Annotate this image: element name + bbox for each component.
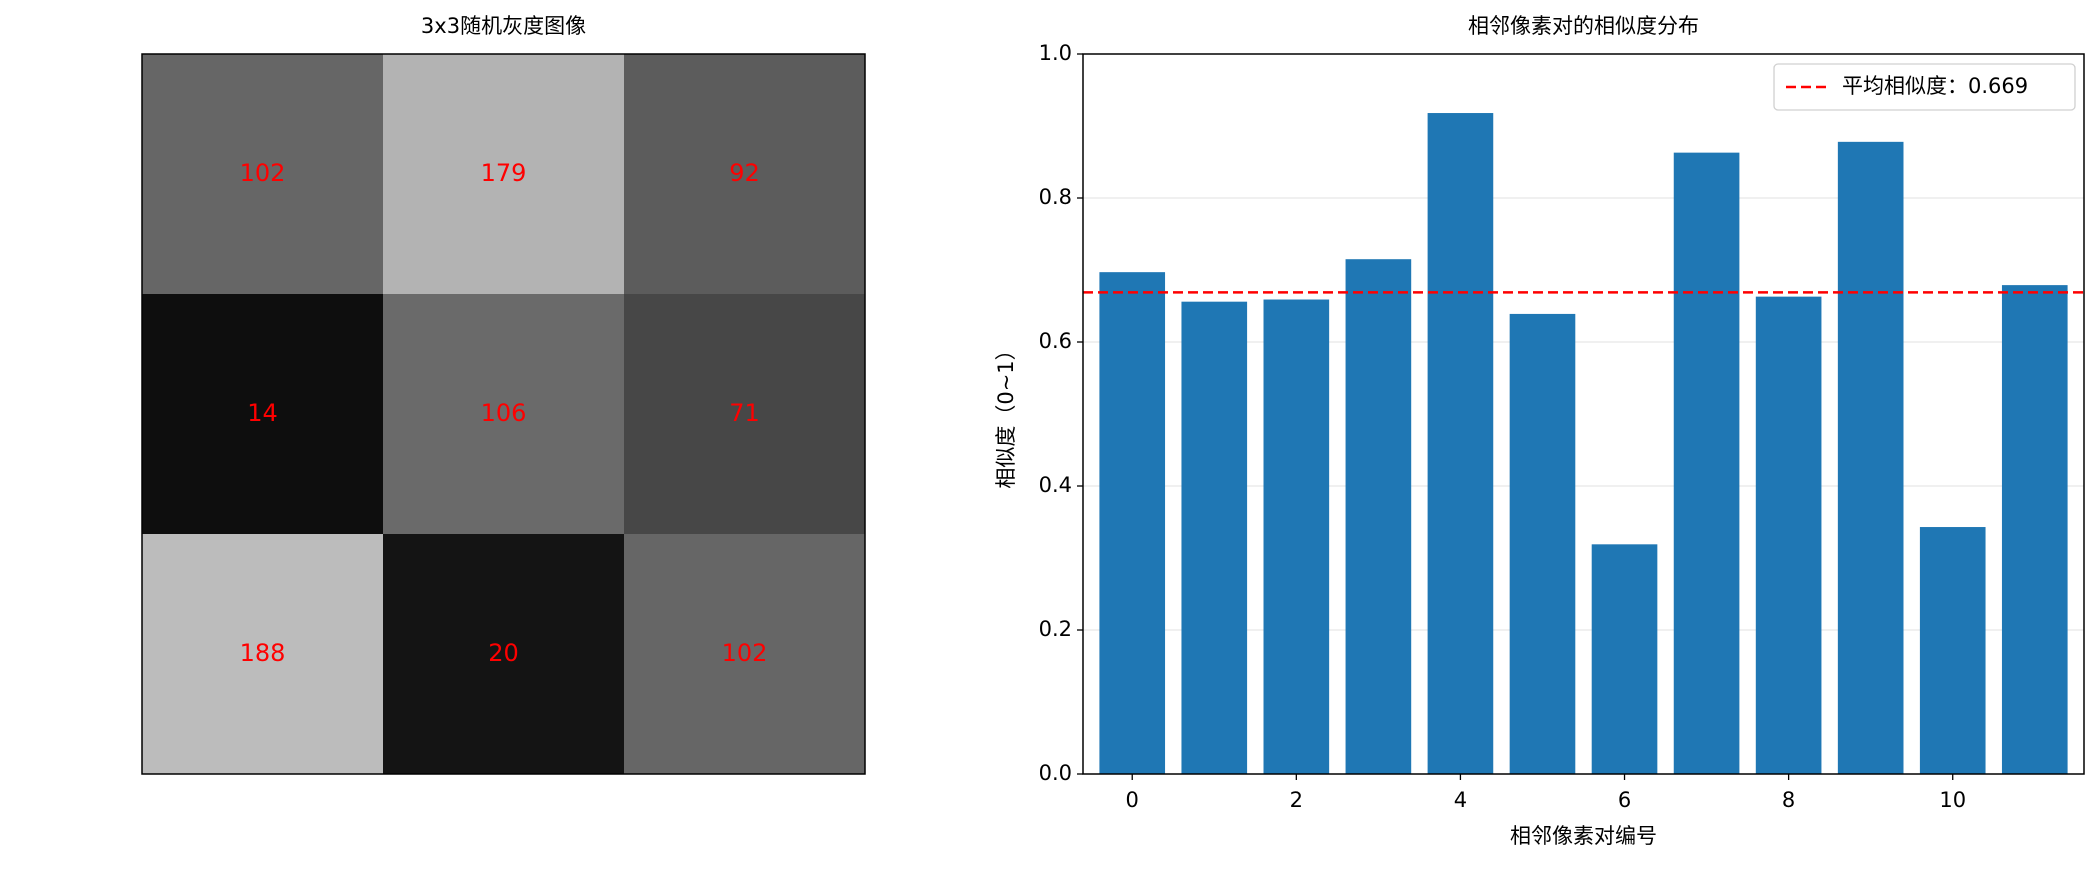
- y-tick-label: 0.2: [1039, 617, 1072, 641]
- heatmap-cell: [383, 534, 625, 775]
- x-tick-label: 2: [1290, 788, 1303, 812]
- bar: [1919, 527, 1986, 774]
- y-tick-label: 0.8: [1039, 185, 1072, 209]
- heatmap-cell: [142, 294, 384, 535]
- legend-label: 平均相似度：0.669: [1842, 74, 2028, 98]
- heatmap-cell: [383, 294, 625, 535]
- bar: [1673, 152, 1740, 774]
- heatmap-cell: [624, 294, 866, 535]
- bar: [1427, 113, 1494, 775]
- axes-frame: [1082, 53, 2085, 775]
- bar: [1591, 544, 1658, 774]
- chart-title: 3x3随机灰度图像: [421, 14, 586, 38]
- x-axis-label: 相邻像素对编号: [1510, 824, 1657, 848]
- y-tick-label: 0.6: [1039, 329, 1072, 353]
- y-tick-label: 1.0: [1039, 41, 1072, 65]
- cell-label: 102: [722, 639, 768, 667]
- cell-label: 14: [247, 399, 278, 427]
- heatmap-cell: [624, 54, 866, 295]
- bar: [1755, 296, 1822, 774]
- y-tick-label: 0.4: [1039, 473, 1072, 497]
- chart-title: 相邻像素对的相似度分布: [1468, 14, 1699, 38]
- bar: [1345, 259, 1412, 774]
- cell-label: 71: [729, 399, 760, 427]
- cell-label: 20: [488, 639, 519, 667]
- cell-label: 106: [481, 399, 527, 427]
- bar: [1099, 272, 1166, 774]
- cell-label: 179: [481, 159, 527, 187]
- bar: [1837, 141, 1904, 775]
- cell-label: 102: [240, 159, 286, 187]
- heatmap-cell: [142, 534, 384, 775]
- x-tick-label: 10: [1939, 788, 1966, 812]
- y-axis-label: 相似度（0~1）: [994, 339, 1018, 488]
- x-tick-label: 0: [1126, 788, 1139, 812]
- cell-label: 92: [729, 159, 760, 187]
- legend-box: [1773, 63, 2076, 111]
- bar: [1263, 299, 1330, 774]
- heatmap-cell: [383, 54, 625, 295]
- bar: [1509, 313, 1576, 774]
- axes-frame: [141, 53, 866, 775]
- x-tick-label: 8: [1782, 788, 1795, 812]
- cell-label: 188: [240, 639, 286, 667]
- x-tick-label: 6: [1618, 788, 1631, 812]
- y-tick-label: 0.0: [1039, 761, 1072, 785]
- bar: [1181, 301, 1248, 774]
- bar: [2001, 285, 2068, 774]
- heatmap-cell: [624, 534, 866, 775]
- heatmap-cell: [142, 54, 384, 295]
- x-tick-label: 4: [1454, 788, 1467, 812]
